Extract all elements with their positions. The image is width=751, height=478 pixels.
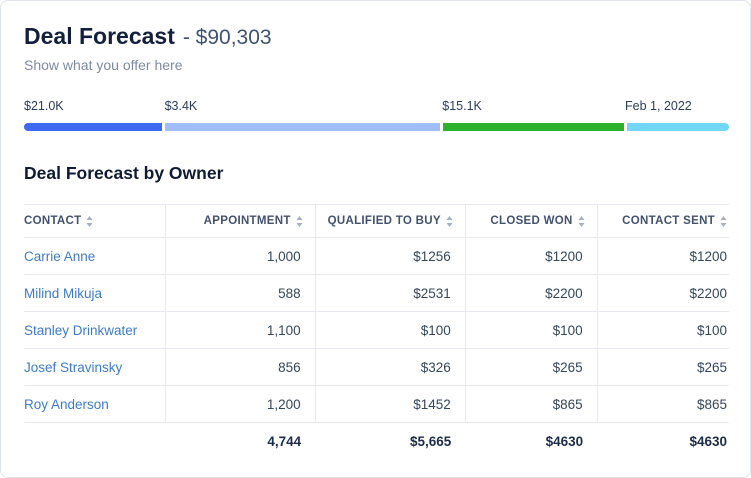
bar-segment-appointment [24,123,165,131]
column-header-label: CONTACT SENT [622,215,715,227]
page-title: Deal Forecast [24,23,175,49]
appointment-value: 856 [164,348,316,386]
qualified-value: $2531 [314,274,466,312]
totals-empty-cell [24,423,165,461]
contact-link[interactable]: Roy Anderson [24,396,109,412]
contact-sent-value: $865 [596,385,729,423]
deal-forecast-table: CONTACT APPOINTMENT QUALIFIED TO BUY [24,204,729,461]
total-qualified: $5,665 [410,434,452,450]
sort-icon[interactable] [720,215,727,227]
appointment-value: 1,100 [164,311,316,349]
closed-won-value: $100 [464,311,598,349]
total-appointment: 4,744 [267,434,302,450]
appointment-value: 1,000 [164,237,316,275]
column-header-appointment[interactable]: APPOINTMENT [164,204,316,238]
closed-won-value: $1200 [464,237,598,275]
bar-segment-contact-sent [626,123,729,131]
forecast-amount: - $90,303 [182,26,272,49]
bar-segment-label: Feb 1, 2022 [625,99,692,113]
section-title: Deal Forecast by Owner [24,163,224,183]
table-row: Milind Mikuja 588 $2531 $2200 $2200 [24,274,729,312]
forecast-bar-labels: $21.0K $3.4K $15.1K Feb 1, 2022 [24,99,727,113]
table-row: Carrie Anne 1,000 $1256 $1200 $1200 [24,237,729,275]
table-row: Josef Stravinsky 856 $326 $265 $265 [24,348,729,386]
total-closed-won: $4630 [545,434,584,450]
sort-icon[interactable] [578,215,585,227]
bar-segment-closed-won [443,123,627,131]
bar-segment-label: $21.0K [24,99,64,113]
contact-sent-value: $100 [596,311,729,349]
closed-won-value: $865 [464,385,598,423]
column-header-label: CLOSED WON [490,215,573,227]
total-contact-sent: $4630 [689,434,727,450]
column-header-qualified-to-buy[interactable]: QUALIFIED TO BUY [314,204,466,238]
contact-sent-value: $2200 [596,274,729,312]
appointment-value: 1,200 [164,385,316,423]
column-header-label: APPOINTMENT [203,215,291,227]
appointment-value: 588 [164,274,316,312]
totals-row: 4,744 $5,665 $4630 $4630 [24,423,729,461]
qualified-value: $326 [314,348,466,386]
bar-segment-qualified [165,123,444,131]
qualified-value: $1452 [314,385,466,423]
column-header-label: CONTACT [24,215,82,227]
table-row: Stanley Drinkwater 1,100 $100 $100 $100 [24,311,729,349]
closed-won-value: $265 [464,348,598,386]
bar-segment-label: $3.4K [164,99,198,113]
sort-icon[interactable] [86,215,93,227]
qualified-value: $100 [314,311,466,349]
contact-sent-value: $1200 [596,237,729,275]
contact-link[interactable]: Stanley Drinkwater [24,322,138,338]
column-header-closed-won[interactable]: CLOSED WON [464,204,598,238]
column-header-contact[interactable]: CONTACT [24,204,165,238]
bar-segment-label: $15.1K [442,99,482,113]
table-row: Roy Anderson 1,200 $1452 $865 $865 [24,385,729,423]
column-header-contact-sent[interactable]: CONTACT SENT [596,204,729,238]
contact-link[interactable]: Josef Stravinsky [24,359,123,375]
forecast-progress-bar [24,123,729,131]
contact-link[interactable]: Milind Mikuja [24,285,103,301]
contact-link[interactable]: Carrie Anne [24,248,96,264]
column-header-label: QUALIFIED TO BUY [327,215,441,227]
sort-icon[interactable] [296,215,303,227]
sort-icon[interactable] [446,215,453,227]
table-header-row: CONTACT APPOINTMENT QUALIFIED TO BUY [24,204,729,238]
contact-sent-value: $265 [596,348,729,386]
page-subtitle: Show what you offer here [24,57,183,73]
qualified-value: $1256 [314,237,466,275]
header: Deal Forecast - $90,303 [24,23,727,50]
closed-won-value: $2200 [464,274,598,312]
